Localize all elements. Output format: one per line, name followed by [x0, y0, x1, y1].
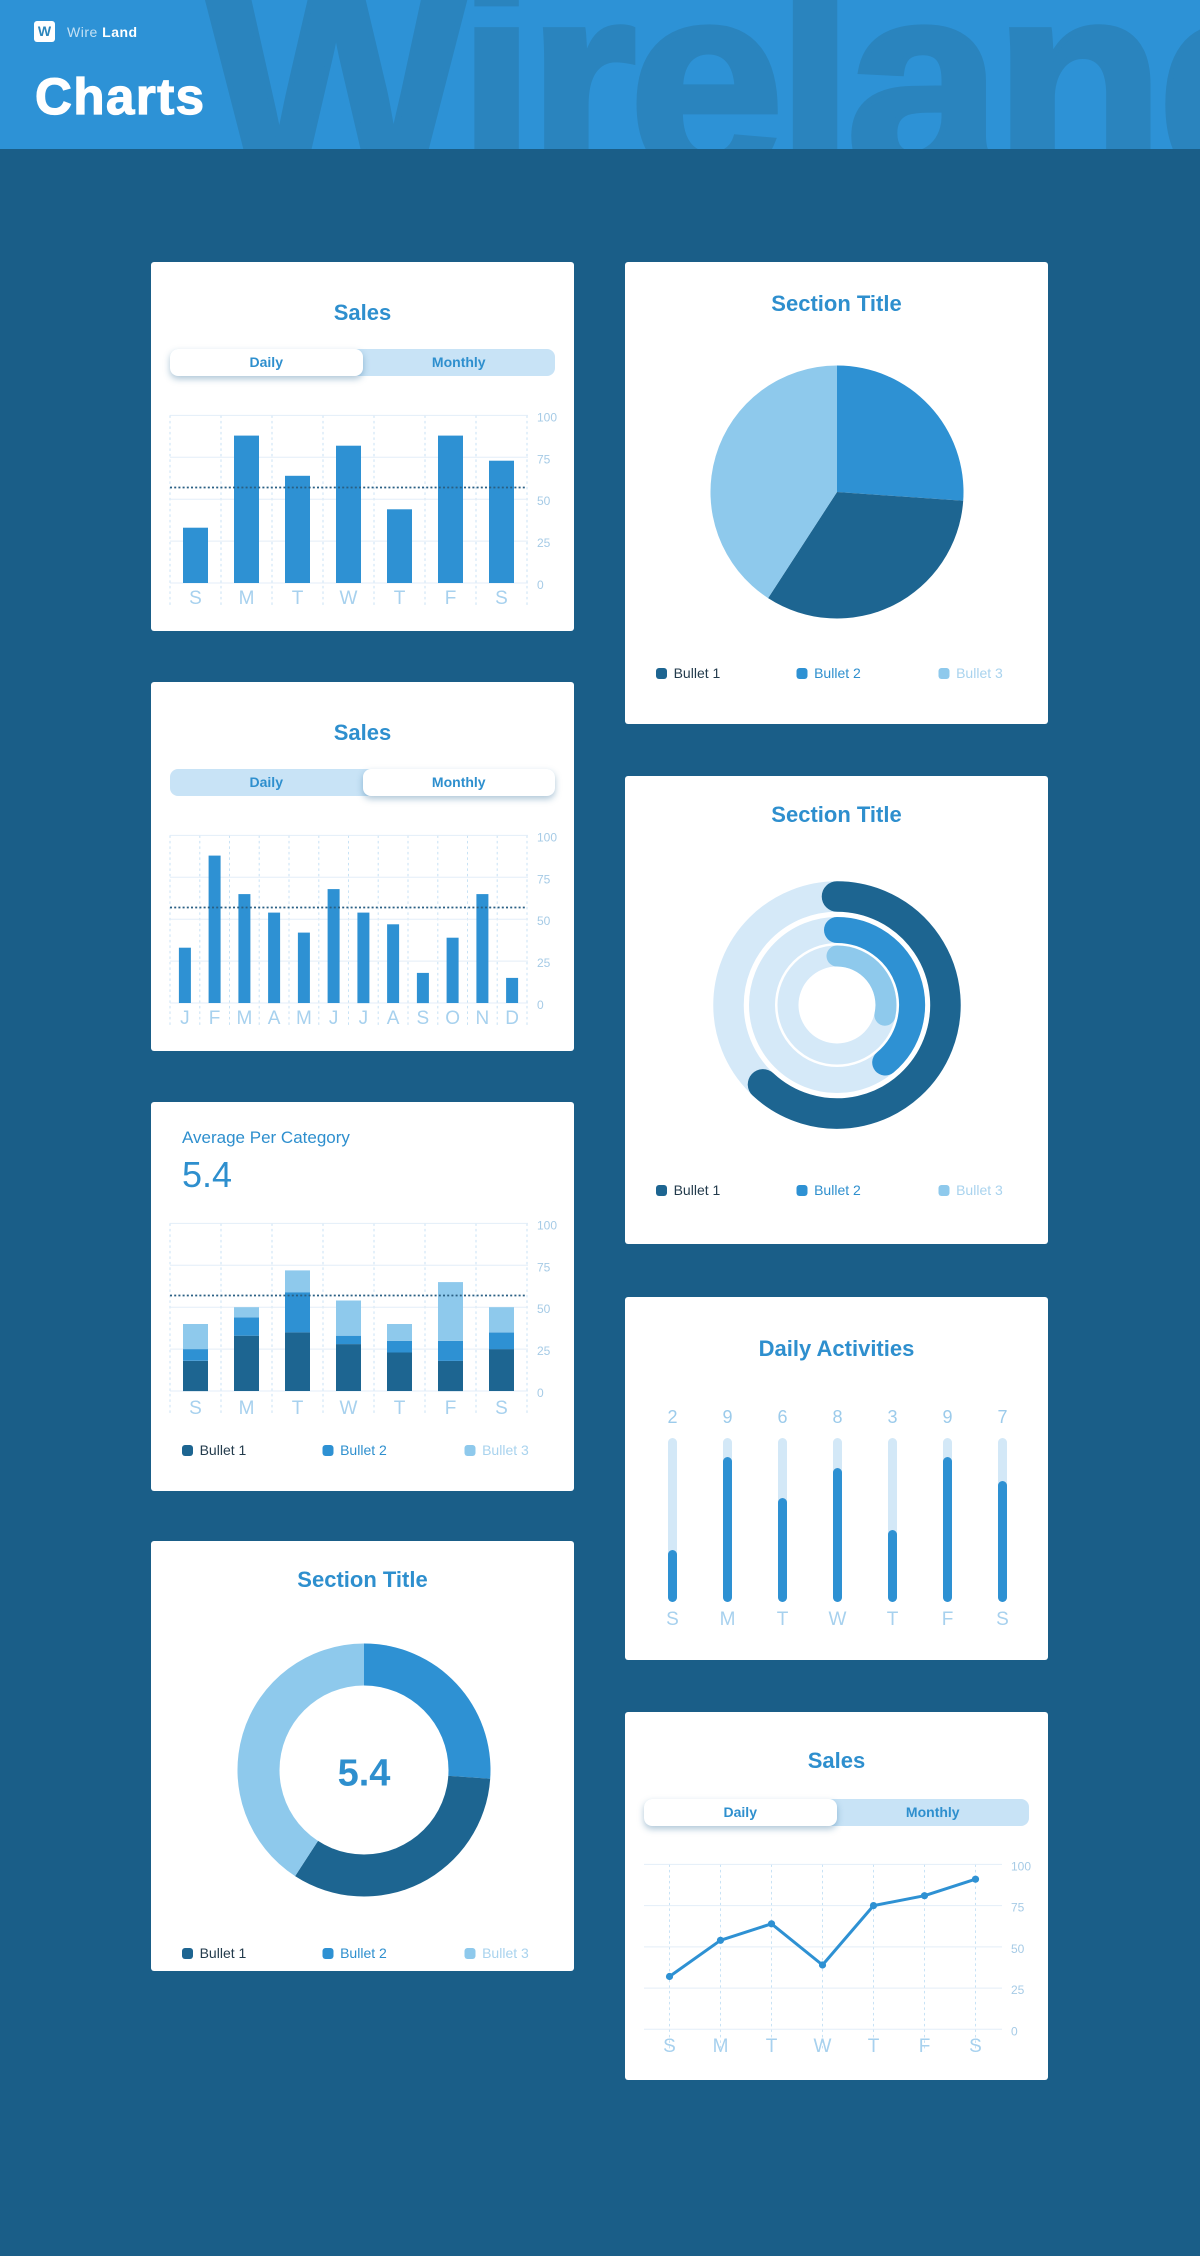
svg-text:M: M: [713, 2036, 729, 2057]
svg-text:100: 100: [537, 410, 557, 424]
svg-text:T: T: [868, 2036, 880, 2057]
svg-text:W: W: [829, 1609, 847, 1630]
svg-text:F: F: [919, 2036, 931, 2057]
svg-text:Bullet 2: Bullet 2: [814, 1182, 861, 1198]
svg-text:50: 50: [1011, 1942, 1025, 1956]
svg-text:N: N: [476, 1008, 490, 1029]
svg-text:T: T: [394, 588, 406, 609]
svg-text:8: 8: [832, 1407, 842, 1427]
svg-text:M: M: [239, 588, 255, 609]
svg-text:75: 75: [537, 872, 551, 886]
svg-text:S: S: [969, 2036, 982, 2057]
svg-text:5.4: 5.4: [338, 1752, 391, 1794]
svg-text:D: D: [505, 1008, 519, 1029]
svg-text:W: W: [340, 1398, 358, 1419]
svg-text:50: 50: [537, 494, 551, 508]
svg-text:100: 100: [537, 830, 557, 844]
svg-text:F: F: [209, 1008, 221, 1029]
svg-text:50: 50: [537, 1302, 551, 1316]
svg-text:M: M: [239, 1398, 255, 1419]
svg-text:3: 3: [887, 1407, 897, 1427]
svg-text:100: 100: [537, 1218, 557, 1232]
svg-text:Bullet 1: Bullet 1: [674, 1182, 721, 1198]
svg-text:50: 50: [537, 914, 551, 928]
svg-text:J: J: [180, 1008, 190, 1029]
svg-text:S: S: [189, 588, 202, 609]
svg-text:2: 2: [667, 1407, 677, 1427]
svg-text:M: M: [720, 1609, 736, 1630]
svg-text:0: 0: [537, 578, 544, 592]
svg-text:S: S: [495, 588, 508, 609]
svg-text:0: 0: [537, 1386, 544, 1400]
svg-text:J: J: [329, 1008, 339, 1029]
svg-text:Bullet 2: Bullet 2: [340, 1945, 387, 1961]
svg-text:S: S: [996, 1609, 1009, 1630]
svg-text:T: T: [887, 1609, 899, 1630]
svg-text:0: 0: [1011, 2024, 1018, 2038]
svg-text:9: 9: [722, 1407, 732, 1427]
svg-text:25: 25: [537, 536, 551, 550]
svg-text:W: W: [814, 2036, 832, 2057]
svg-text:F: F: [445, 588, 457, 609]
svg-text:7: 7: [997, 1407, 1007, 1427]
svg-text:S: S: [663, 2036, 676, 2057]
svg-text:Bullet 3: Bullet 3: [956, 1182, 1003, 1198]
svg-text:Bullet 2: Bullet 2: [340, 1442, 387, 1458]
svg-text:W: W: [340, 588, 358, 609]
svg-text:Bullet 1: Bullet 1: [674, 665, 721, 681]
svg-text:Bullet 3: Bullet 3: [482, 1442, 529, 1458]
svg-text:S: S: [189, 1398, 202, 1419]
svg-text:T: T: [766, 2036, 778, 2057]
svg-text:0: 0: [537, 998, 544, 1012]
svg-text:100: 100: [1011, 1859, 1031, 1873]
svg-text:25: 25: [537, 1344, 551, 1358]
svg-text:O: O: [445, 1008, 460, 1029]
svg-text:75: 75: [537, 452, 551, 466]
svg-text:25: 25: [1011, 1983, 1025, 1997]
svg-text:S: S: [417, 1008, 430, 1029]
svg-text:75: 75: [537, 1260, 551, 1274]
svg-text:M: M: [236, 1008, 252, 1029]
svg-text:T: T: [292, 588, 304, 609]
svg-text:A: A: [387, 1008, 400, 1029]
svg-text:S: S: [666, 1609, 679, 1630]
svg-text:6: 6: [777, 1407, 787, 1427]
svg-text:75: 75: [1011, 1901, 1025, 1915]
svg-text:T: T: [394, 1398, 406, 1419]
svg-text:Bullet 1: Bullet 1: [200, 1945, 247, 1961]
svg-text:J: J: [359, 1008, 369, 1029]
svg-text:25: 25: [537, 956, 551, 970]
svg-text:A: A: [268, 1008, 281, 1029]
svg-text:Bullet 3: Bullet 3: [482, 1945, 529, 1961]
svg-text:M: M: [296, 1008, 312, 1029]
svg-text:F: F: [942, 1609, 954, 1630]
svg-text:9: 9: [942, 1407, 952, 1427]
svg-text:Bullet 3: Bullet 3: [956, 665, 1003, 681]
svg-text:T: T: [292, 1398, 304, 1419]
svg-text:F: F: [445, 1398, 457, 1419]
svg-text:Bullet 2: Bullet 2: [814, 665, 861, 681]
svg-text:T: T: [777, 1609, 789, 1630]
svg-text:S: S: [495, 1398, 508, 1419]
svg-text:Bullet 1: Bullet 1: [200, 1442, 247, 1458]
